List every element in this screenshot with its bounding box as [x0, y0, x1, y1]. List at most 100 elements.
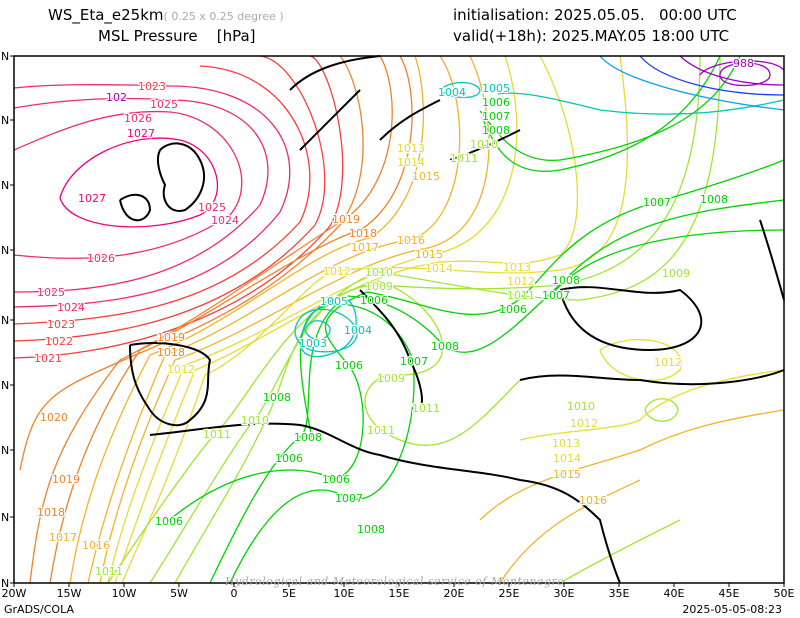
isobar-line — [699, 60, 785, 76]
isobar-labels: 1023102102510261027102710251024102610251… — [33, 56, 756, 580]
isobar-label: 1008 — [263, 391, 291, 404]
isobar-label: 1004 — [438, 86, 466, 99]
isobar-label: 1024 — [57, 301, 85, 314]
isobar-label: 1025 — [37, 286, 65, 299]
lon-tick-label: 35E — [609, 587, 630, 600]
lon-tick-label: 10E — [334, 587, 355, 600]
isobar-label: 1022 — [45, 335, 73, 348]
isobar-line — [13, 84, 291, 308]
isobar-label: 1008 — [552, 274, 580, 287]
isobar-label: 1011 — [203, 428, 231, 441]
lon-tick-label: 45E — [719, 587, 740, 600]
isobar-line — [439, 81, 481, 99]
lat-tick-label: N — [1, 379, 9, 392]
isobar-label: 1018 — [37, 506, 65, 519]
field-name: MSL Pressure — [98, 27, 198, 45]
isobar-line — [13, 55, 344, 359]
coastline — [359, 289, 423, 411]
software-credit: GrADS/COLA — [4, 603, 74, 616]
lon-tick-label: 5W — [170, 587, 188, 600]
field-title: MSL Pressure [hPa] — [98, 27, 256, 45]
isobar-label: 1010 — [365, 266, 393, 279]
valid-label: valid(+18h): — [453, 27, 547, 45]
isobar-label: 1011 — [412, 402, 440, 415]
isobar-line — [497, 92, 785, 115]
coastline — [449, 129, 703, 352]
isobar-line — [87, 55, 461, 584]
isobar-line — [299, 298, 357, 358]
isobar-line — [29, 55, 393, 584]
isobar-label: 1027 — [127, 127, 155, 140]
model-title: WS_Eta_e25km( 0.25 x 0.25 degree ) — [48, 6, 284, 24]
lon-tick-label: 40E — [664, 587, 685, 600]
isobar-line — [644, 398, 679, 422]
isobar-label: 1006 — [482, 96, 510, 109]
isobar-label: 1006 — [155, 515, 183, 528]
isobar-label: 1008 — [482, 124, 510, 137]
isobar-label: 1007 — [482, 110, 510, 123]
isobar-label: 1013 — [397, 142, 425, 155]
isobar-label: 1015 — [415, 248, 443, 261]
lat-tick-label: N — [1, 444, 9, 457]
isobar-label: 1009 — [377, 372, 405, 385]
isobar-line — [174, 280, 521, 584]
isobar-line — [294, 308, 358, 353]
isobar-label: 1017 — [351, 241, 379, 254]
isobar-label: 1012 — [570, 417, 598, 430]
isobar-label: 1012 — [167, 363, 195, 376]
lon-tick-label: 10W — [112, 587, 137, 600]
coastline — [129, 342, 212, 427]
isobar-label: 102 — [106, 91, 127, 104]
isobar-line — [499, 479, 641, 584]
isobar-label: 1014 — [397, 156, 425, 169]
valid-value: 2025.MAY.05 18:00 UTC — [551, 27, 730, 45]
lon-tick-label: 15E — [389, 587, 410, 600]
isobar-label: 1023 — [47, 318, 75, 331]
isobar-label: 1007 — [400, 355, 428, 368]
isobar-label: 1020 — [40, 411, 68, 424]
coastline — [156, 142, 205, 212]
lat-tick-label: N — [1, 114, 9, 127]
isobar-label: 1006 — [335, 359, 363, 372]
isobar-label: 1021 — [34, 352, 62, 365]
isobar-label: 1015 — [553, 468, 581, 481]
isobar-label: 1018 — [157, 346, 185, 359]
isobar-label: 1019 — [52, 473, 80, 486]
lat-tick-label: N — [1, 50, 9, 63]
isobar-line — [99, 55, 490, 584]
isobar-label: 1010 — [241, 414, 269, 427]
isobar-line — [559, 519, 681, 584]
isobar-label: 1011 — [507, 289, 535, 302]
isobar-label: 1008 — [431, 340, 459, 353]
isobar-label: 1006 — [322, 473, 350, 486]
isobar-label: 1016 — [82, 539, 110, 552]
isobar-line — [479, 409, 785, 521]
isobar-label: 1011 — [95, 565, 123, 578]
isobar-label: 1006 — [275, 452, 303, 465]
isobar-label: 1010 — [470, 138, 498, 151]
isobar-line — [13, 97, 269, 293]
isobar-label: 1008 — [700, 193, 728, 206]
isobar-label: 1015 — [412, 170, 440, 183]
isobar-lines — [13, 55, 785, 584]
isobar-label: 1023 — [138, 80, 166, 93]
isobar-line — [519, 369, 785, 441]
isobar-label: 1013 — [503, 261, 531, 274]
isobar-line — [479, 55, 741, 161]
init-time: initialisation: 2025.05.05. 00:00 UTC — [453, 6, 737, 24]
isobar-label: 1007 — [643, 196, 671, 209]
isobar-label: 1005 — [482, 82, 510, 95]
axis-ticks: 20W 15W 10W 5W 0 5E 10E 15E 20E 25E 30E 35E 40E 45E 50… — [1, 50, 795, 600]
isobar-line — [639, 55, 785, 96]
isobar-line — [599, 55, 785, 111]
isobar-label: 1006 — [360, 294, 388, 307]
isobar-label: 1011 — [450, 152, 478, 165]
isobar-line — [719, 62, 771, 87]
isobar-label: 1013 — [552, 437, 580, 450]
isobar-label: 1007 — [335, 492, 363, 505]
isobar-label: 1008 — [294, 431, 322, 444]
isobar-line — [304, 320, 331, 340]
coastline — [149, 422, 621, 584]
isobar-line — [599, 338, 682, 382]
